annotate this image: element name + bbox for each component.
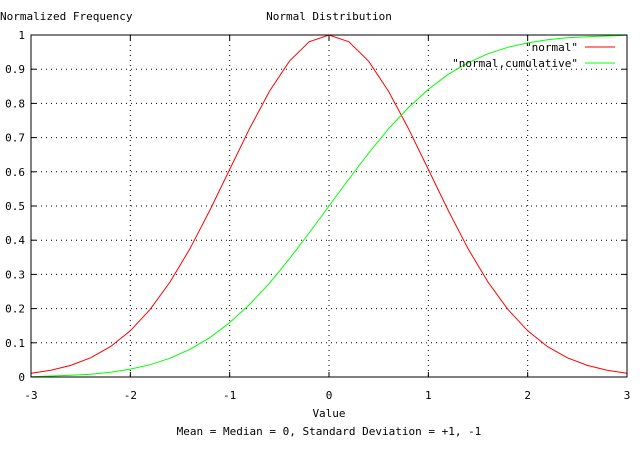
- x-tick-label: -2: [124, 389, 137, 402]
- x-tick-label: -3: [24, 389, 37, 402]
- y-tick-label: 0.5: [5, 200, 25, 213]
- plot-frame: [30, 34, 628, 378]
- x-axis-label: Value: [312, 407, 345, 420]
- y-tick-label: 0.7: [5, 132, 25, 145]
- y-tick-label: 0: [18, 371, 25, 384]
- y-tick-label: 0.9: [5, 63, 25, 76]
- tick-labels: -3 -2 -1 0 1 2 3 0 0.1 0.2 0.3 0.4 0.5 0.6 0.7 0.8 0.9 1: [5, 29, 630, 402]
- legend-entry-label: "normal": [525, 41, 578, 54]
- x-tick-label: -1: [223, 389, 236, 402]
- y-tick-label: 0.6: [5, 166, 25, 179]
- y-tick-label: 0.8: [5, 97, 25, 110]
- x-tick-label: 0: [326, 389, 333, 402]
- series-line-cumulative: [30, 34, 628, 378]
- y-tick-label: 0.4: [5, 234, 25, 247]
- y-tick-label: 0.3: [5, 268, 25, 281]
- chart-title: Normal Distribution: [266, 10, 392, 23]
- y-tick-label: 1: [18, 29, 25, 42]
- y-axis-label: Normalized Frequency: [0, 10, 133, 23]
- x-tick-label: 1: [425, 389, 432, 402]
- y-tick-label: 0.1: [5, 337, 25, 350]
- y-tick-label: 0.2: [5, 303, 25, 316]
- x-tick-label: 3: [624, 389, 631, 402]
- legend-entry-label: "normal,cumulative": [452, 57, 578, 70]
- chart-caption: Mean = Median = 0, Standard Deviation = …: [177, 425, 482, 438]
- x-tick-label: 2: [524, 389, 531, 402]
- legend: "normal" "normal,cumulative": [452, 41, 615, 70]
